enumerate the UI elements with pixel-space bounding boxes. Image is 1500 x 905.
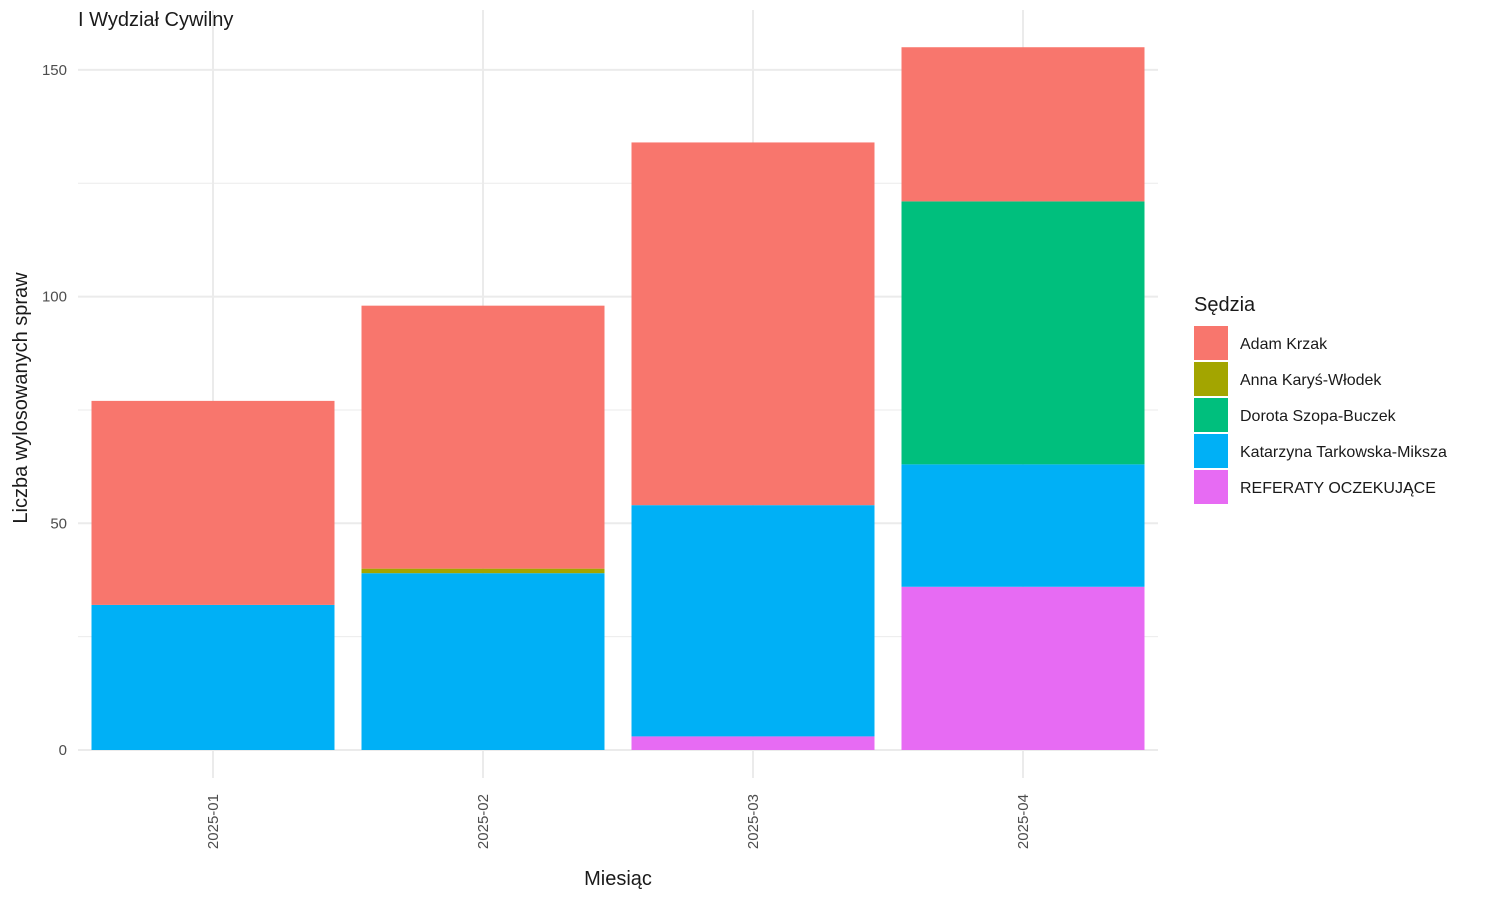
legend-label: Adam Krzak <box>1240 336 1328 353</box>
bar-segment <box>901 586 1145 750</box>
bar-segment <box>631 142 875 506</box>
x-axis-ticks: 2025-01 2025-02 2025-03 2025-04 <box>205 794 1032 849</box>
legend-swatch <box>1194 434 1228 468</box>
y-axis-title: Liczba wylosowanych spraw <box>10 272 32 524</box>
legend-swatch <box>1194 362 1228 396</box>
legend-label: REFERATY OCZEKUJĄCE <box>1240 480 1436 497</box>
legend-swatch <box>1194 326 1228 360</box>
bar-segment <box>901 47 1145 202</box>
legend-label: Dorota Szopa-Buczek <box>1240 408 1397 425</box>
legend-label: Anna Karyś-Włodek <box>1240 372 1382 389</box>
bars <box>91 47 1145 750</box>
bar-segment <box>361 573 605 750</box>
x-tick-label: 2025-02 <box>475 794 492 849</box>
legend-title: Sędzia <box>1194 294 1256 316</box>
y-axis-ticks: 0 50 100 150 <box>42 62 67 759</box>
legend: Sędzia Adam Krzak Anna Karyś-Włodek Dorota… <box>1194 294 1447 504</box>
x-tick-label: 2025-01 <box>205 794 222 849</box>
bar-segment <box>901 201 1145 465</box>
y-tick-label: 100 <box>42 289 67 306</box>
legend-swatch <box>1194 470 1228 504</box>
y-tick-label: 0 <box>59 742 67 759</box>
x-tick-label: 2025-03 <box>745 794 762 849</box>
x-axis-title: Miesiąc <box>584 868 652 890</box>
bar-segment <box>361 305 605 569</box>
legend-label: Katarzyna Tarkowska-Miksza <box>1240 444 1447 461</box>
bar-segment <box>361 568 605 574</box>
y-tick-label: 50 <box>50 515 67 532</box>
bar-segment <box>631 505 875 737</box>
y-tick-label: 150 <box>42 62 67 79</box>
bar-segment <box>91 604 335 750</box>
legend-swatch <box>1194 398 1228 432</box>
bar-segment <box>631 736 875 750</box>
x-tick-label: 2025-04 <box>1015 794 1032 849</box>
bar-segment <box>901 464 1145 587</box>
chart-title: I Wydział Cywilny <box>78 9 233 31</box>
bar-segment <box>91 400 335 605</box>
